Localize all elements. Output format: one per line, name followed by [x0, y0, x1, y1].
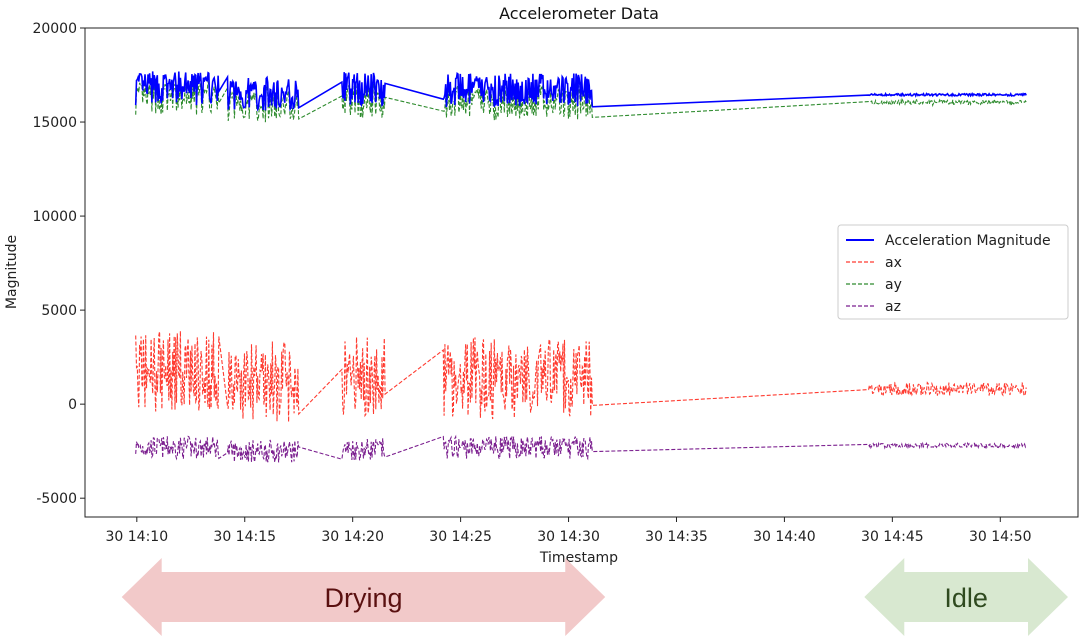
legend-label: ax: [885, 255, 902, 271]
x-tick-label: 30 14:50: [969, 529, 1032, 545]
x-tick-label: 30 14:10: [105, 529, 168, 545]
x-axis-label: Timestamp: [539, 550, 618, 566]
y-tick-label: -5000: [36, 491, 77, 507]
legend-label: Acceleration Magnitude: [885, 233, 1051, 249]
annotation-label-drying: Drying: [324, 583, 402, 613]
legend-box: [837, 224, 1069, 320]
y-tick-label: 10000: [32, 209, 77, 225]
y-axis: -5000 0 5000 10000 15000 20000: [32, 21, 85, 507]
annotation-label-idle: Idle: [944, 583, 988, 613]
x-tick-label: 30 14:45: [861, 529, 924, 545]
series-acceleration-magnitude: [134, 71, 1027, 112]
legend-label: ay: [885, 277, 902, 293]
x-tick-label: 30 14:25: [429, 529, 492, 545]
series-ax: [135, 330, 1027, 423]
y-tick-label: 15000: [32, 115, 77, 131]
plot-area: [134, 71, 1027, 463]
annotation-arrow-drying: [121, 558, 606, 636]
series-az: [135, 434, 1027, 463]
y-tick-label: 20000: [32, 21, 77, 37]
legend: Acceleration Magnitude ax ay az: [837, 224, 1069, 320]
y-axis-label: Magnitude: [4, 235, 20, 309]
x-tick-label: 30 14:35: [645, 529, 708, 545]
x-tick-label: 30 14:15: [213, 529, 276, 545]
annotation-arrow-idle: [864, 558, 1068, 636]
x-axis: 30 14:10 30 14:15 30 14:20 30 14:25 30 14:30…: [105, 517, 1032, 545]
x-tick-label: 30 14:40: [753, 529, 816, 545]
phase-annotations: Drying Idle: [121, 558, 1068, 636]
y-tick-label: 5000: [41, 303, 77, 319]
legend-label: az: [885, 299, 901, 315]
x-tick-label: 30 14:20: [321, 529, 384, 545]
chart-title: Accelerometer Data: [499, 4, 659, 23]
plot-frame: [84, 27, 1079, 518]
y-tick-label: 0: [68, 397, 77, 413]
x-tick-label: 30 14:30: [537, 529, 600, 545]
